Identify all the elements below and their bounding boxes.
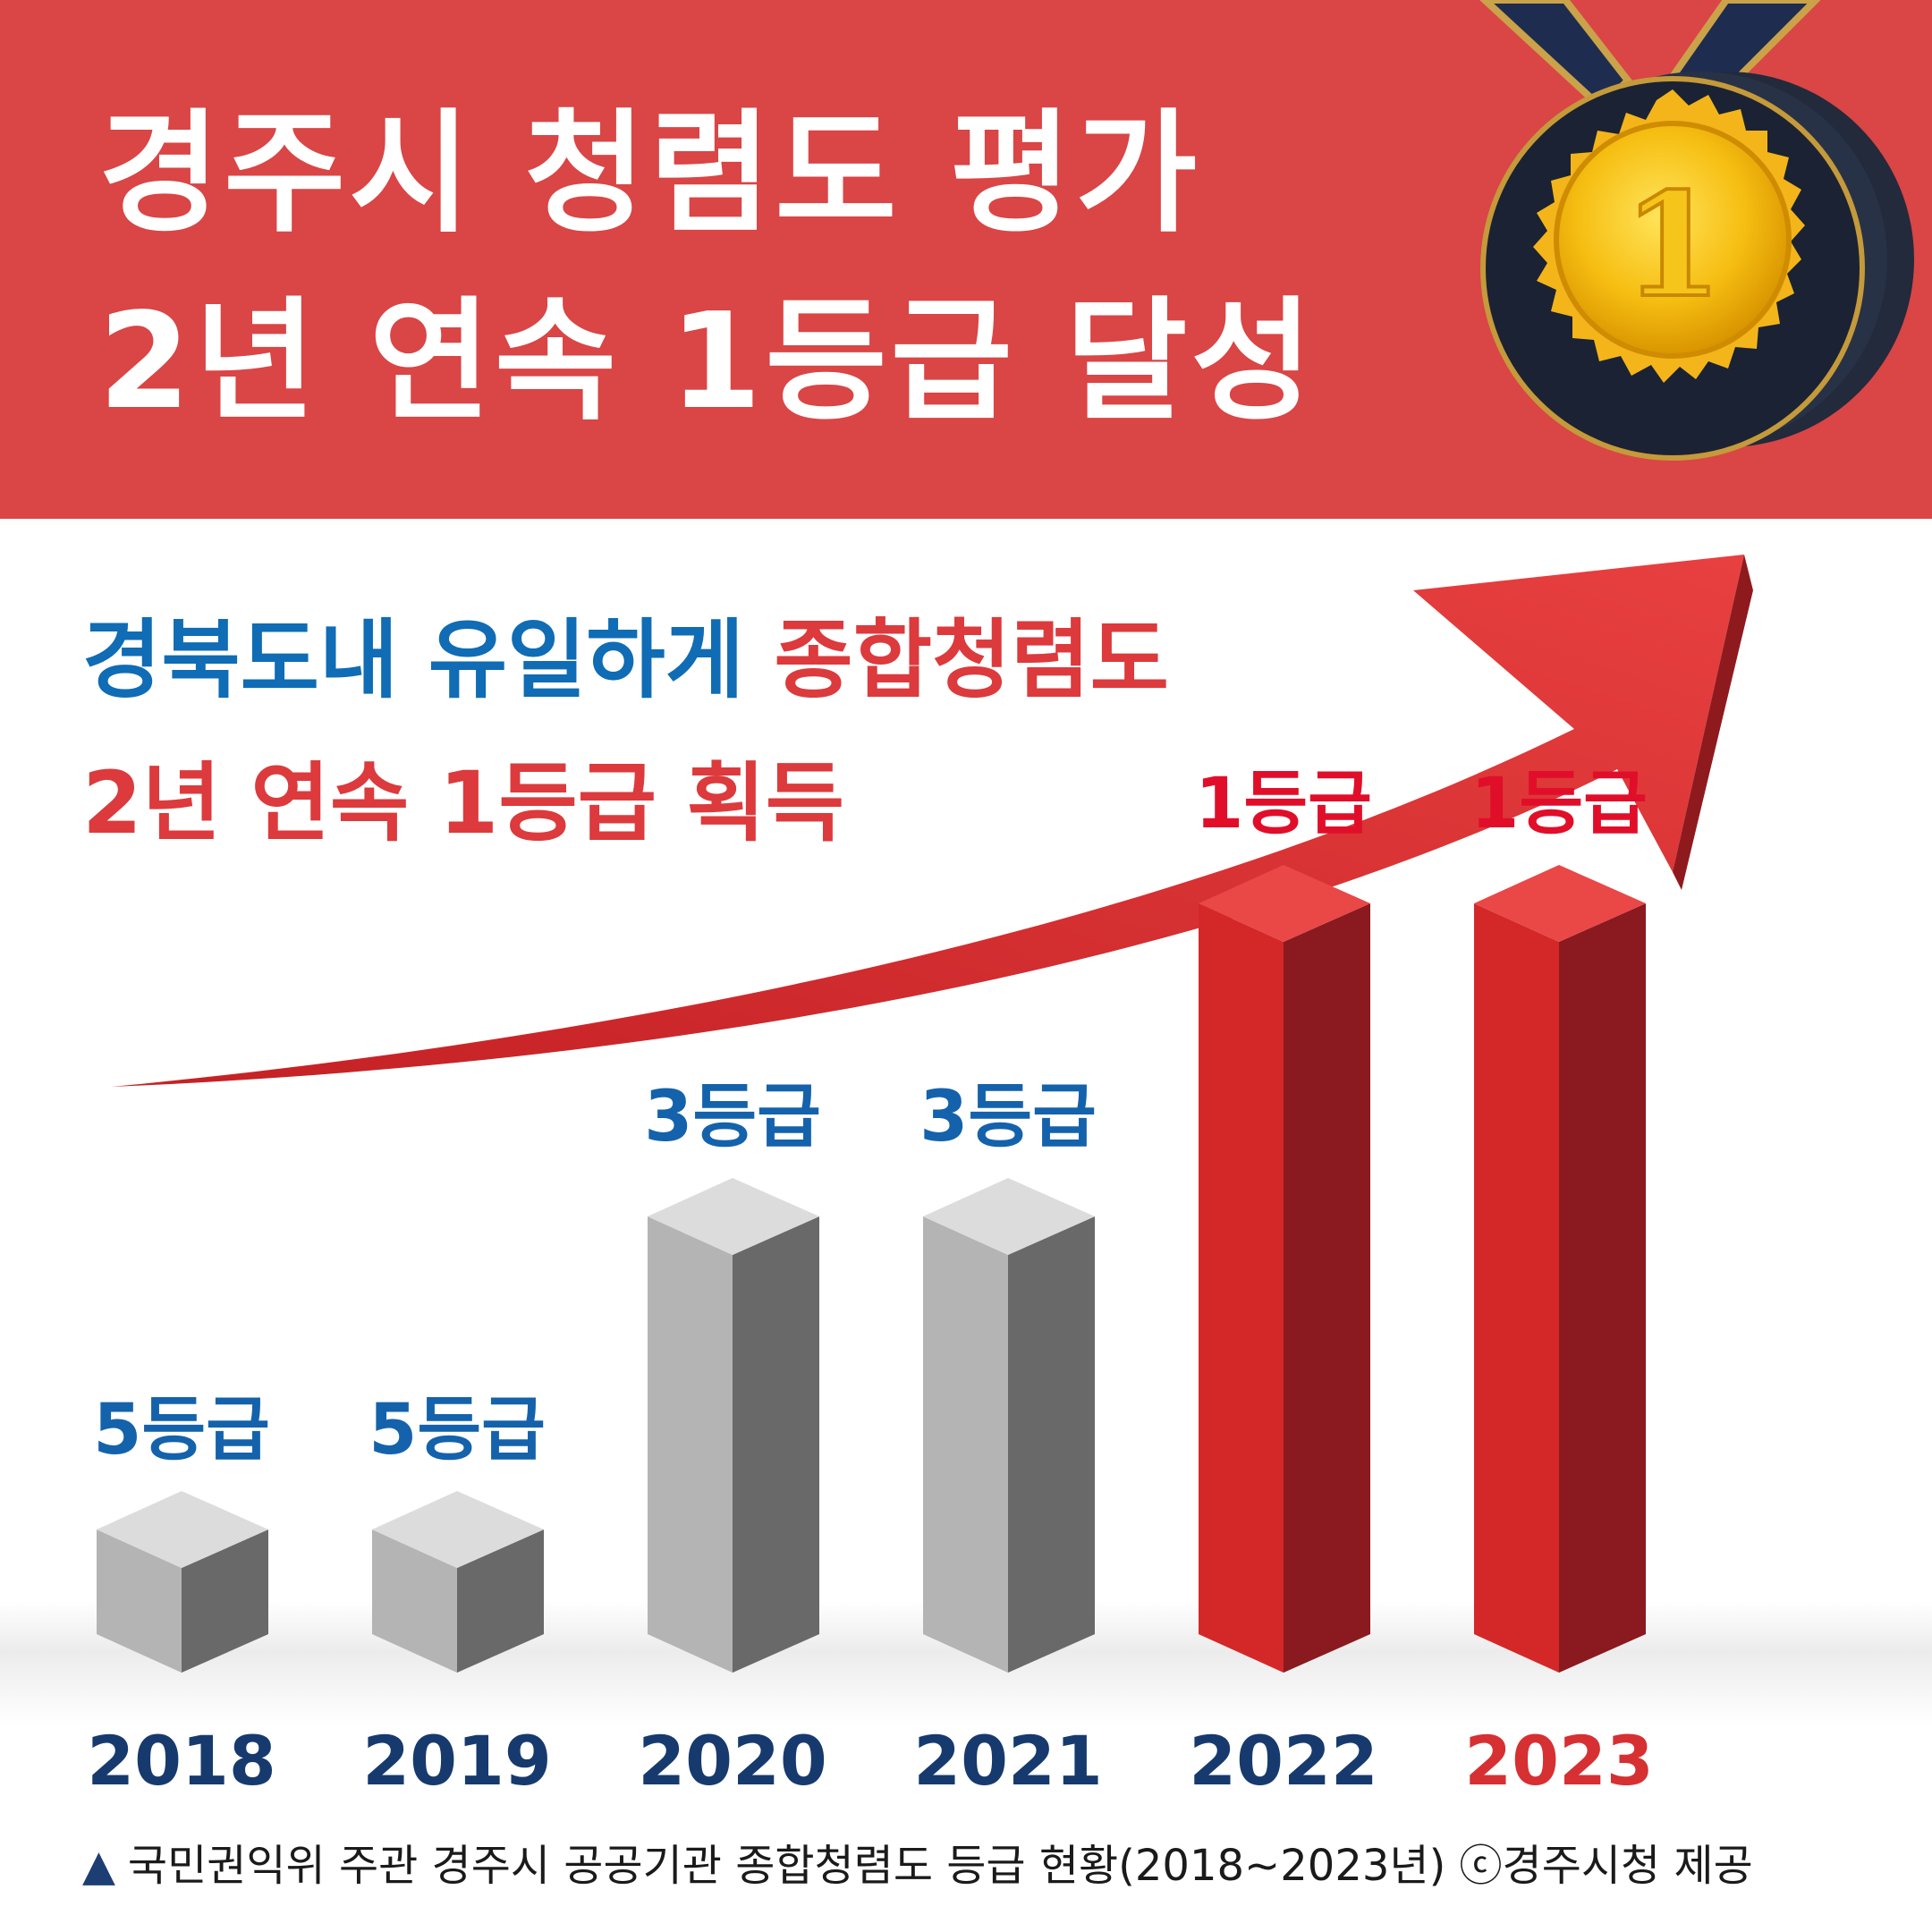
- bar-top-2019: [372, 1491, 544, 1568]
- bar-value-label-2022: 1등급: [1195, 764, 1372, 844]
- bar-front-2018: [97, 1530, 182, 1673]
- gold-medal-icon: 1: [1479, 0, 1914, 461]
- year-tick-label-2020: 2020: [638, 1721, 827, 1801]
- trend-arrow-icon: [112, 555, 1744, 1087]
- bar-top-2021: [923, 1178, 1095, 1255]
- bar-side-2021: [1008, 1216, 1095, 1673]
- headline-line-2: 2년 연속 1등급 달성: [98, 284, 1317, 438]
- subtitle-line-2: 2년 연속 1등급 획득: [82, 753, 845, 853]
- source-caption: ▲ 국민권익위 주관 경주시 공공기관 종합청렴도 등급 현황(2018~2023…: [82, 1844, 1753, 1887]
- bar-front-2023: [1474, 903, 1559, 1673]
- bar-side-2019: [457, 1530, 544, 1673]
- bar-front-2021: [923, 1216, 1008, 1673]
- year-tick-label-2019: 2019: [362, 1721, 552, 1801]
- bar-front-2020: [648, 1216, 733, 1673]
- bar-side-2018: [182, 1530, 268, 1673]
- medal-number: 1: [1623, 161, 1722, 329]
- bar-top-2020: [648, 1178, 819, 1255]
- subtitle-line-1: 경북도내 유일하게 종합청렴도: [82, 617, 1169, 703]
- bar-top-2022: [1199, 865, 1370, 942]
- subtitle-red-text: 종합청렴도: [774, 610, 1170, 710]
- grade-bar-chart: 5등급 2018 5등급 2019 3등급 2020 3등급 2021 1등급 2022 1등급 20…: [0, 555, 1932, 1801]
- bar-top-2023: [1474, 865, 1646, 942]
- bar-value-label-2023: 1등급: [1470, 764, 1648, 844]
- bar-front-2022: [1199, 903, 1284, 1673]
- headline-line-1: 경주시 청렴도 평가: [98, 97, 1201, 250]
- bar-value-label-2021: 3등급: [919, 1077, 1097, 1157]
- bar-side-2022: [1284, 903, 1370, 1673]
- year-tick-label-2021: 2021: [913, 1721, 1103, 1801]
- bar-top-2018: [97, 1491, 268, 1568]
- subtitle-blue-text: 경북도내 유일하게: [82, 610, 775, 710]
- triangle-icon: ▲: [82, 1841, 115, 1891]
- bar-front-2019: [372, 1530, 457, 1673]
- bar-value-label-2018: 5등급: [93, 1390, 270, 1470]
- bar-value-label-2020: 3등급: [644, 1077, 821, 1157]
- year-tick-label-2022: 2022: [1189, 1721, 1378, 1801]
- year-tick-label-2018: 2018: [87, 1721, 276, 1801]
- caption-text: 국민권익위 주관 경주시 공공기관 종합청렴도 등급 현황(2018~2023년…: [127, 1841, 1753, 1891]
- bar-side-2023: [1559, 903, 1646, 1673]
- bar-side-2020: [733, 1216, 819, 1673]
- year-tick-label-2023: 2023: [1464, 1721, 1654, 1801]
- bar-value-label-2019: 5등급: [369, 1390, 546, 1470]
